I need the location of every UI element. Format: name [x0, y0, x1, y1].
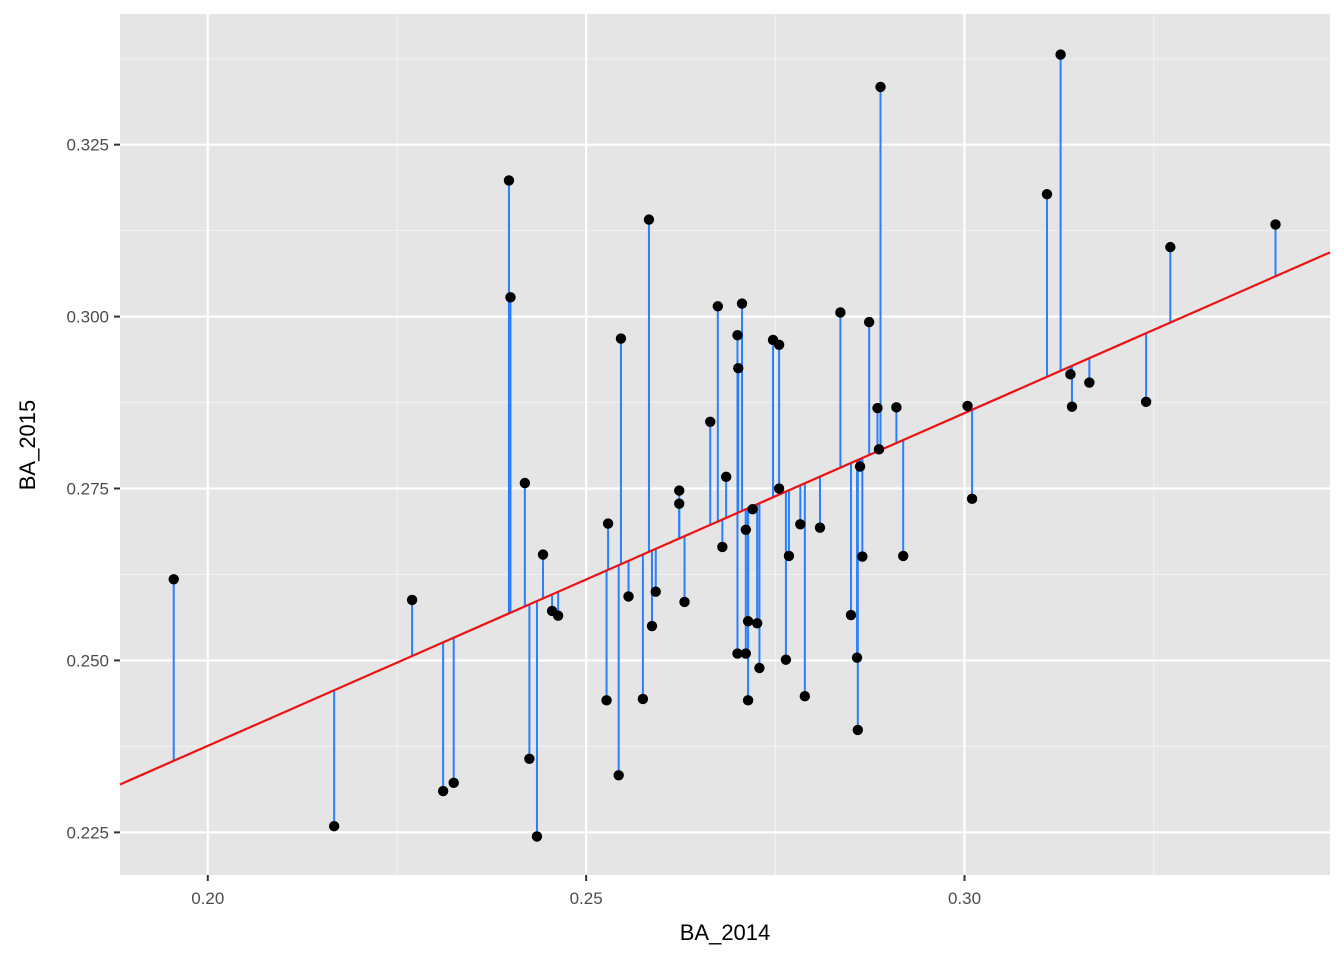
- data-point: [742, 695, 754, 706]
- data-point: [720, 471, 732, 483]
- x-tick-label: 0.30: [948, 889, 981, 908]
- data-point: [873, 444, 885, 455]
- data-point: [733, 362, 744, 374]
- data-point: [1041, 188, 1053, 200]
- y-tick-label: 0.300: [66, 308, 109, 327]
- data-point: [1140, 396, 1152, 408]
- data-point: [751, 618, 763, 629]
- data-point: [783, 550, 795, 562]
- data-point: [448, 777, 459, 789]
- data-point: [814, 522, 826, 533]
- data-point: [643, 214, 655, 225]
- data-point: [674, 498, 685, 509]
- data-point: [835, 307, 846, 318]
- data-point: [863, 316, 875, 328]
- data-point: [740, 524, 752, 535]
- data-point: [799, 690, 811, 702]
- x-tick-label: 0.20: [191, 889, 224, 908]
- data-point: [613, 770, 624, 781]
- data-point: [679, 596, 690, 608]
- data-point: [898, 550, 909, 562]
- data-point: [773, 483, 785, 494]
- x-axis-title: BA_2014: [680, 920, 771, 945]
- data-point: [875, 81, 886, 93]
- data-point: [505, 292, 516, 303]
- data-point: [736, 298, 748, 309]
- data-point: [601, 695, 612, 706]
- data-point: [674, 485, 685, 496]
- data-point: [857, 551, 868, 562]
- data-point: [754, 662, 765, 674]
- data-point: [852, 724, 864, 736]
- data-point: [717, 541, 728, 553]
- data-point: [650, 586, 661, 597]
- y-axis: 0.225 0.250 0.275 0.300 0.325: [66, 136, 120, 842]
- minor-grid: [120, 14, 1330, 875]
- x-axis: 0.20 0.25 0.30: [191, 875, 981, 908]
- regression-line: [119, 251, 1331, 786]
- data-point: [891, 402, 902, 413]
- data-point: [966, 493, 978, 505]
- data-point: [962, 400, 973, 412]
- data-point: [646, 620, 658, 632]
- data-point: [795, 519, 806, 530]
- data-point: [1084, 377, 1095, 388]
- data-point: [780, 654, 792, 665]
- data-point: [872, 402, 883, 414]
- data-point: [1065, 369, 1076, 380]
- y-axis-title: BA_2015: [15, 400, 40, 491]
- data-point: [519, 477, 531, 489]
- data-point: [168, 574, 179, 585]
- data-point: [851, 652, 863, 663]
- data-point: [773, 339, 785, 350]
- data-point: [712, 301, 724, 312]
- data-points: [168, 49, 1281, 842]
- data-point: [1066, 401, 1078, 412]
- residual-segments: [172, 54, 1277, 837]
- data-point: [845, 609, 857, 621]
- data-point: [406, 594, 418, 606]
- data-point: [328, 820, 340, 832]
- data-point: [1270, 219, 1281, 230]
- major-grid: [120, 14, 1330, 875]
- y-tick-label: 0.225: [66, 823, 109, 842]
- data-point: [705, 416, 716, 428]
- y-tick-label: 0.250: [66, 651, 109, 670]
- data-point: [740, 648, 752, 659]
- data-point: [531, 831, 543, 842]
- data-point: [1165, 241, 1176, 253]
- data-point: [615, 333, 627, 344]
- data-point: [602, 518, 614, 529]
- data-point: [637, 693, 649, 705]
- data-point: [747, 503, 758, 515]
- data-point: [537, 549, 549, 560]
- data-point: [732, 329, 743, 341]
- data-point: [742, 616, 754, 627]
- data-point: [623, 591, 634, 602]
- data-point: [732, 648, 743, 659]
- data-point: [437, 785, 449, 797]
- data-point: [854, 461, 866, 472]
- panel-background: [120, 14, 1330, 875]
- y-tick-label: 0.325: [66, 136, 109, 155]
- data-point: [503, 175, 515, 186]
- data-point: [1055, 49, 1066, 60]
- y-tick-label: 0.275: [66, 480, 109, 499]
- x-tick-label: 0.25: [570, 889, 603, 908]
- data-point: [524, 753, 535, 764]
- data-point: [552, 610, 564, 621]
